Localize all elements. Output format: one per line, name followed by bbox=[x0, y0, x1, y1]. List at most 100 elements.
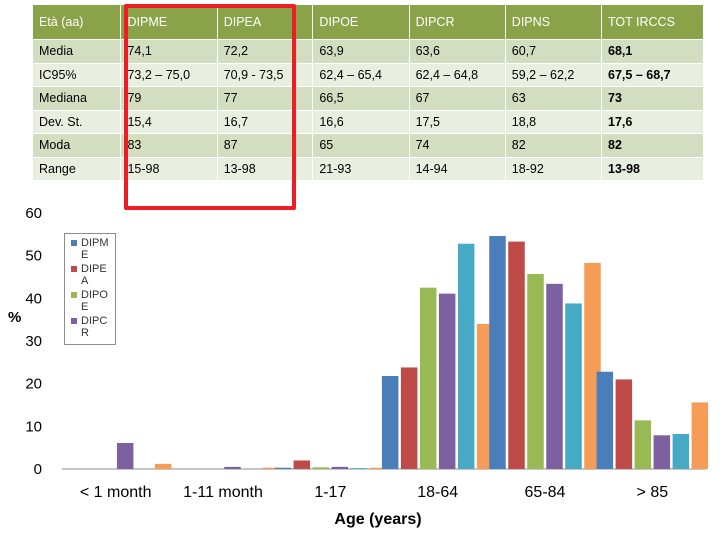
table-header-cell: DIPOE bbox=[312, 4, 410, 40]
stats-table: Età (aa) DIPME DIPEA DIPOE DIPCR DIPNS TOT IRC… bbox=[31, 4, 704, 181]
bar-dipea-3 bbox=[400, 367, 418, 469]
bar-dipme-4 bbox=[489, 236, 506, 469]
legend-label: DIPME bbox=[81, 237, 109, 261]
bar-dipns-4 bbox=[565, 303, 582, 469]
table-header-cell: DIPEA bbox=[216, 4, 314, 40]
bar-dipcr-1 bbox=[224, 466, 241, 469]
highlight-box bbox=[124, 4, 296, 210]
table-header-cell: Età (aa) bbox=[31, 4, 122, 40]
bar-dipoe-3 bbox=[419, 287, 437, 469]
bar-dipcr-0 bbox=[116, 442, 134, 469]
legend-item: DIPEA bbox=[71, 263, 115, 287]
table-cell: 14-94 bbox=[408, 156, 506, 181]
legend-swatch bbox=[71, 266, 77, 272]
chart-legend: DIPME DIPEA DIPOE DIPCR bbox=[64, 233, 116, 345]
table-cell: Dev. St. bbox=[31, 109, 122, 134]
y-axis-label: % bbox=[8, 309, 22, 326]
legend-swatch bbox=[71, 240, 77, 246]
bar-dipcr-5 bbox=[653, 435, 671, 469]
legend-item: DIPCR bbox=[71, 315, 115, 339]
table-cell: 67 bbox=[408, 86, 506, 111]
table-cell: Moda bbox=[31, 133, 122, 158]
x-category-label: < 1 month bbox=[80, 484, 152, 501]
x-category-label: 1-17 bbox=[314, 484, 346, 501]
table-cell: 66,5 bbox=[312, 86, 410, 111]
table-row: IC95% 73,2 – 75,0 70,9 - 73,5 62,4 – 65,4 62… bbox=[31, 62, 704, 87]
table-cell: 21-93 bbox=[312, 156, 410, 181]
table-cell: 82 bbox=[601, 133, 704, 158]
table-cell: 73 bbox=[601, 86, 704, 111]
table-cell: 62,4 – 64,8 bbox=[408, 62, 506, 87]
table-cell: 87 bbox=[216, 133, 314, 158]
table-cell: 68,1 bbox=[601, 39, 704, 64]
bar-tot-irccs-5 bbox=[691, 402, 709, 469]
table-cell: 62,4 – 65,4 bbox=[312, 62, 410, 87]
table-row: Media 74,1 72,2 63,9 63,6 60,7 68,1 bbox=[31, 39, 704, 64]
table-cell: 65 bbox=[312, 133, 410, 158]
table-cell: 13-98 bbox=[601, 156, 704, 181]
x-category-label: > 85 bbox=[637, 484, 669, 501]
table-header-cell: DIPME bbox=[120, 4, 218, 40]
y-tick-label: 10 bbox=[25, 418, 42, 435]
table-cell: 67,5 – 68,7 bbox=[601, 62, 704, 87]
table-cell: 72,2 bbox=[216, 39, 314, 64]
table-cell: Media bbox=[31, 39, 122, 64]
table-cell: 18-92 bbox=[504, 156, 603, 181]
y-tick-label: 60 bbox=[25, 205, 42, 222]
table-cell: 13-98 bbox=[216, 156, 314, 181]
legend-label: DIPCR bbox=[81, 315, 108, 339]
legend-item: DIPME bbox=[71, 237, 115, 261]
x-category-label: 18-64 bbox=[417, 484, 458, 501]
y-tick-label: 20 bbox=[25, 376, 42, 393]
table-cell: 63,9 bbox=[312, 39, 410, 64]
table-row: Mediana 79 77 66,5 67 63 73 bbox=[31, 86, 704, 111]
bar-dipme-2 bbox=[274, 467, 292, 469]
table-cell: 74,1 bbox=[120, 39, 218, 64]
table-row: Range 15-98 13-98 21-93 14-94 18-92 13-98 bbox=[31, 156, 704, 181]
bar-dipcr-4 bbox=[546, 283, 563, 469]
y-tick-label: 30 bbox=[25, 333, 42, 350]
y-tick-label: 40 bbox=[25, 290, 42, 307]
table-row: Dev. St. 15,4 16,7 16,6 17,5 18,8 17,6 bbox=[31, 109, 704, 134]
bar-dipoe-2 bbox=[312, 467, 330, 469]
table-cell: 16,6 bbox=[312, 109, 410, 134]
y-tick-label: 0 bbox=[34, 461, 42, 478]
legend-label: DIPOE bbox=[81, 289, 108, 313]
table-cell: 18,8 bbox=[504, 109, 603, 134]
table-cell: 77 bbox=[216, 86, 314, 111]
bar-dipme-5 bbox=[596, 371, 614, 469]
bar-tot-irccs-0 bbox=[154, 463, 172, 469]
table-cell: 73,2 – 75,0 bbox=[120, 62, 218, 87]
x-category-label: 65-84 bbox=[525, 484, 566, 501]
table-cell: 17,5 bbox=[408, 109, 506, 134]
bar-dipns-5 bbox=[672, 434, 690, 469]
table-row: Moda 83 87 65 74 82 82 bbox=[31, 133, 704, 158]
table-cell: 83 bbox=[120, 133, 218, 158]
table-cell: 82 bbox=[504, 133, 603, 158]
table-header-cell: TOT IRCCS bbox=[601, 4, 704, 40]
table-cell: Range bbox=[31, 156, 122, 181]
bar-dipme-3 bbox=[381, 375, 399, 469]
bar-dipoe-4 bbox=[527, 274, 544, 469]
table-cell: 63,6 bbox=[408, 39, 506, 64]
bar-dipns-3 bbox=[457, 243, 475, 469]
bar-dipns-2 bbox=[350, 468, 368, 469]
legend-label: DIPEA bbox=[81, 263, 107, 287]
x-category-label: 1-11 month bbox=[183, 484, 263, 501]
table-cell: 79 bbox=[120, 86, 218, 111]
table-cell: 63 bbox=[504, 86, 603, 111]
legend-swatch bbox=[71, 292, 77, 298]
y-tick-label: 50 bbox=[25, 248, 42, 265]
table-cell: 70,9 - 73,5 bbox=[216, 62, 314, 87]
legend-item: DIPOE bbox=[71, 289, 115, 313]
bar-dipcr-3 bbox=[438, 293, 456, 469]
bar-dipea-5 bbox=[615, 379, 633, 469]
bar-dipea-4 bbox=[508, 241, 525, 469]
table-cell: 60,7 bbox=[504, 39, 603, 64]
x-axis-label: Age (years) bbox=[334, 511, 421, 528]
bar-tot-irccs-2 bbox=[369, 467, 387, 469]
bar-tot-irccs-1 bbox=[262, 467, 279, 469]
table-cell: 15-98 bbox=[120, 156, 218, 181]
table-header-cell: DIPCR bbox=[408, 4, 506, 40]
